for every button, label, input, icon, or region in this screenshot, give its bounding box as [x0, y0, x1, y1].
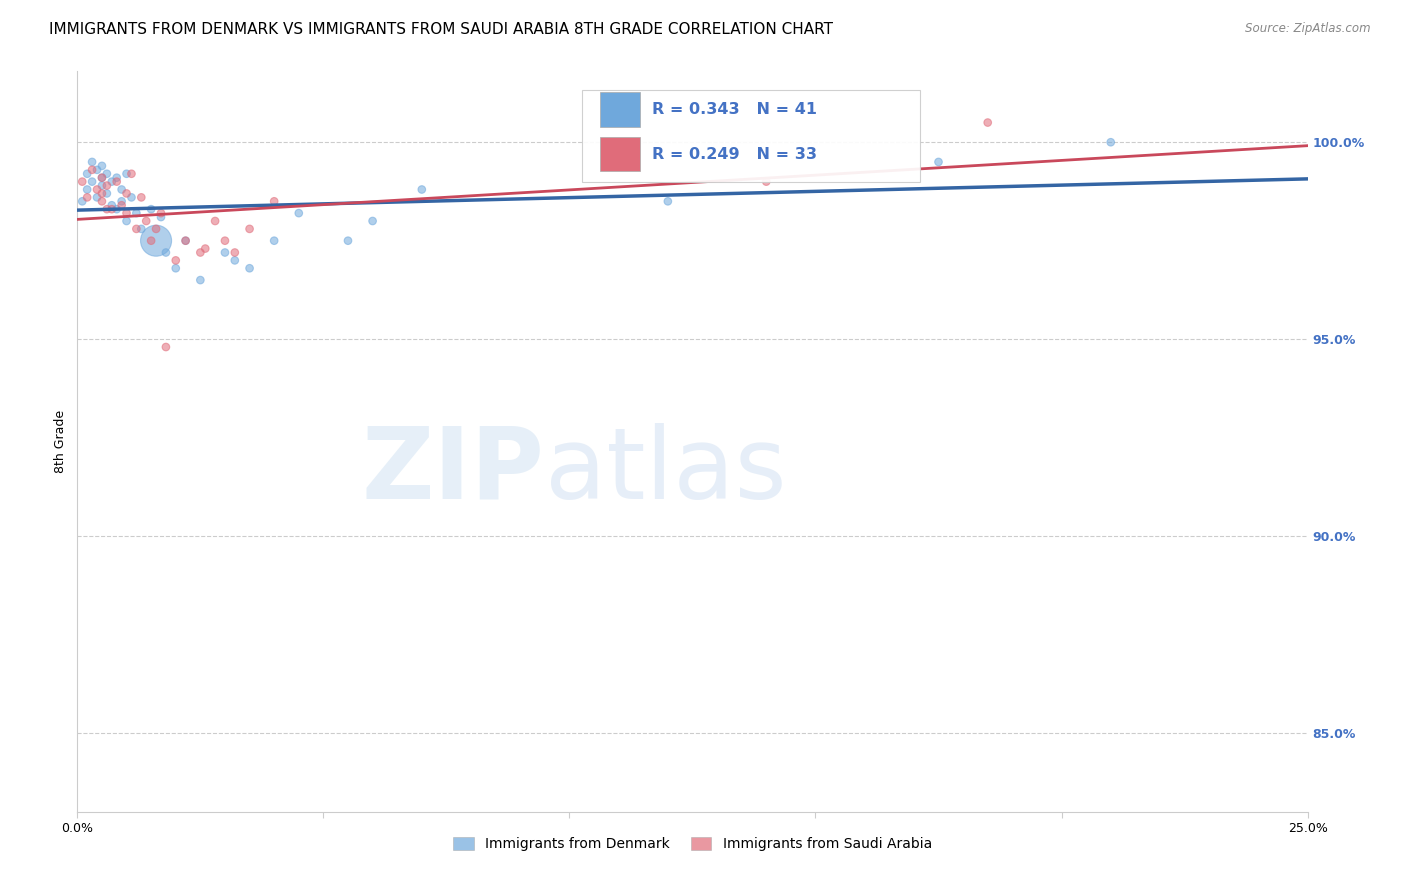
Point — [174, 234, 197, 248]
Y-axis label: 8th Grade: 8th Grade — [53, 410, 67, 473]
Point — [188, 245, 212, 260]
Point — [86, 190, 108, 204]
Point — [90, 170, 114, 185]
Point — [115, 206, 138, 220]
Point — [101, 198, 124, 212]
Point — [214, 245, 236, 260]
Point — [194, 242, 217, 256]
Point — [928, 155, 950, 169]
Point — [121, 167, 143, 181]
Point — [165, 261, 187, 276]
Point — [224, 245, 246, 260]
Point — [263, 194, 285, 209]
Text: ZIP: ZIP — [361, 423, 546, 520]
Point — [977, 115, 1000, 129]
Text: R = 0.343   N = 41: R = 0.343 N = 41 — [652, 102, 817, 117]
Point — [105, 175, 128, 189]
Point — [111, 198, 132, 212]
Point — [90, 159, 114, 173]
Point — [115, 214, 138, 228]
Point — [141, 234, 163, 248]
Point — [239, 261, 262, 276]
Point — [150, 206, 173, 220]
Point — [76, 167, 98, 181]
Point — [145, 234, 167, 248]
Point — [145, 222, 167, 236]
Point — [129, 222, 153, 236]
Text: IMMIGRANTS FROM DENMARK VS IMMIGRANTS FROM SAUDI ARABIA 8TH GRADE CORRELATION CH: IMMIGRANTS FROM DENMARK VS IMMIGRANTS FR… — [49, 22, 834, 37]
Point — [361, 214, 384, 228]
Point — [239, 222, 262, 236]
Point — [129, 190, 153, 204]
Point — [82, 155, 104, 169]
Point — [337, 234, 360, 248]
Point — [288, 206, 311, 220]
Point — [105, 202, 128, 217]
Point — [101, 202, 124, 217]
Point — [174, 234, 197, 248]
Point — [150, 210, 173, 224]
Point — [70, 194, 93, 209]
Point — [755, 175, 778, 189]
Point — [101, 175, 124, 189]
Point — [263, 234, 285, 248]
Point — [96, 202, 118, 217]
Text: R = 0.249   N = 33: R = 0.249 N = 33 — [652, 147, 817, 161]
Point — [657, 194, 679, 209]
Point — [125, 222, 148, 236]
Point — [111, 194, 132, 209]
Point — [96, 167, 118, 181]
Point — [82, 162, 104, 177]
Point — [121, 190, 143, 204]
Text: atlas: atlas — [546, 423, 786, 520]
Point — [155, 340, 177, 354]
Point — [155, 245, 177, 260]
Point — [224, 253, 246, 268]
Point — [141, 202, 163, 217]
Text: Source: ZipAtlas.com: Source: ZipAtlas.com — [1246, 22, 1371, 36]
Point — [135, 214, 157, 228]
Point — [115, 167, 138, 181]
Point — [111, 182, 132, 196]
Point — [76, 190, 98, 204]
Point — [115, 186, 138, 201]
Point — [90, 186, 114, 201]
Point — [411, 182, 433, 196]
Point — [214, 234, 236, 248]
Point — [105, 170, 128, 185]
Point — [70, 175, 93, 189]
Point — [165, 253, 187, 268]
FancyBboxPatch shape — [600, 137, 640, 171]
Point — [82, 175, 104, 189]
Point — [90, 178, 114, 193]
Point — [204, 214, 226, 228]
FancyBboxPatch shape — [582, 90, 920, 183]
Point — [86, 162, 108, 177]
Point — [86, 182, 108, 196]
Point — [90, 194, 114, 209]
Point — [125, 206, 148, 220]
Legend: Immigrants from Denmark, Immigrants from Saudi Arabia: Immigrants from Denmark, Immigrants from… — [447, 831, 938, 856]
Point — [90, 170, 114, 185]
FancyBboxPatch shape — [600, 93, 640, 127]
Point — [76, 182, 98, 196]
Point — [1099, 135, 1122, 149]
Point — [188, 273, 212, 287]
Point — [96, 178, 118, 193]
Point — [96, 186, 118, 201]
